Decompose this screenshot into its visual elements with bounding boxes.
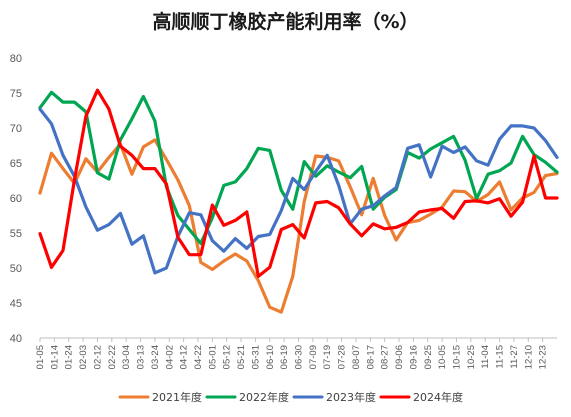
x-tick-label: 01-14 <box>49 345 60 369</box>
x-tick-label: 02-03 <box>78 345 89 369</box>
x-tick-label: 10-15 <box>451 345 462 369</box>
y-tick-label: 60 <box>10 193 22 205</box>
x-tick-label: 04-22 <box>193 345 204 369</box>
x-tick-label: 03-04 <box>121 345 132 369</box>
legend-label: 2023年度 <box>326 390 376 404</box>
x-tick-label: 07-09 <box>308 345 319 369</box>
x-tick-label: 12-23 <box>538 345 549 369</box>
x-tick-label: 07-28 <box>337 345 348 369</box>
x-tick-label: 11-04 <box>480 345 491 369</box>
series-line-4 <box>38 88 559 278</box>
x-tick-label: 04-12 <box>179 345 190 369</box>
x-tick-label: 03-13 <box>136 345 147 369</box>
x-tick-label: 10-05 <box>437 345 448 369</box>
x-tick-label: 09-16 <box>408 345 419 369</box>
x-tick-label: 08-17 <box>365 345 376 369</box>
x-tick-label: 07-19 <box>322 345 333 369</box>
x-tick-label: 05-01 <box>207 345 218 369</box>
x-axis: 01-05 01-14 01-24 02-03 02-12 02-22 03-04 03-13… <box>35 338 549 369</box>
x-tick-label: 05-21 <box>236 345 247 369</box>
x-tick-label: 09-06 <box>394 345 405 369</box>
y-tick-label: 50 <box>10 263 22 275</box>
chart-title: 高顺顺丁橡胶产能利用率（%） <box>152 10 418 33</box>
y-tick-label: 80 <box>10 53 22 65</box>
legend: 2021年度 2022年度 2023年度 2024年度 <box>118 390 463 404</box>
x-tick-label: 01-24 <box>64 345 75 369</box>
x-tick-label: 01-05 <box>35 345 46 369</box>
legend-label: 2024年度 <box>413 390 463 404</box>
x-tick-label: 08-27 <box>380 345 391 369</box>
x-tick-label: 12-10 <box>523 345 534 369</box>
x-tick-label: 11-15 <box>495 345 506 369</box>
y-tick-label: 65 <box>10 158 22 170</box>
plot-lines <box>38 88 559 314</box>
x-tick-label: 06-19 <box>279 345 290 369</box>
x-tick-label: 05-12 <box>222 345 233 369</box>
legend-label: 2021年度 <box>152 390 202 404</box>
x-tick-label: 09-25 <box>423 345 434 369</box>
y-axis: 40 45 50 55 60 65 70 75 80 <box>10 53 22 345</box>
x-tick-label: 04-02 <box>164 345 175 369</box>
series-line-1 <box>38 138 559 314</box>
x-tick-label: 08-07 <box>351 345 362 369</box>
x-tick-label: 06-30 <box>294 345 305 369</box>
x-tick-label: 11-27 <box>509 345 520 369</box>
x-tick-label: 05-31 <box>250 345 261 369</box>
y-tick-label: 55 <box>10 228 22 240</box>
x-tick-label: 02-12 <box>92 345 103 369</box>
x-tick-label: 10-25 <box>466 345 477 369</box>
x-tick-label: 02-22 <box>107 345 118 369</box>
y-tick-label: 75 <box>10 88 22 100</box>
x-tick-label: 06-10 <box>265 345 276 369</box>
series-line-2 <box>38 90 559 246</box>
y-tick-label: 70 <box>10 123 22 135</box>
y-tick-label: 40 <box>10 333 22 345</box>
y-tick-label: 45 <box>10 298 22 310</box>
series-line-3 <box>38 107 559 275</box>
legend-label: 2022年度 <box>239 390 289 404</box>
x-tick-label: 03-24 <box>150 345 161 369</box>
